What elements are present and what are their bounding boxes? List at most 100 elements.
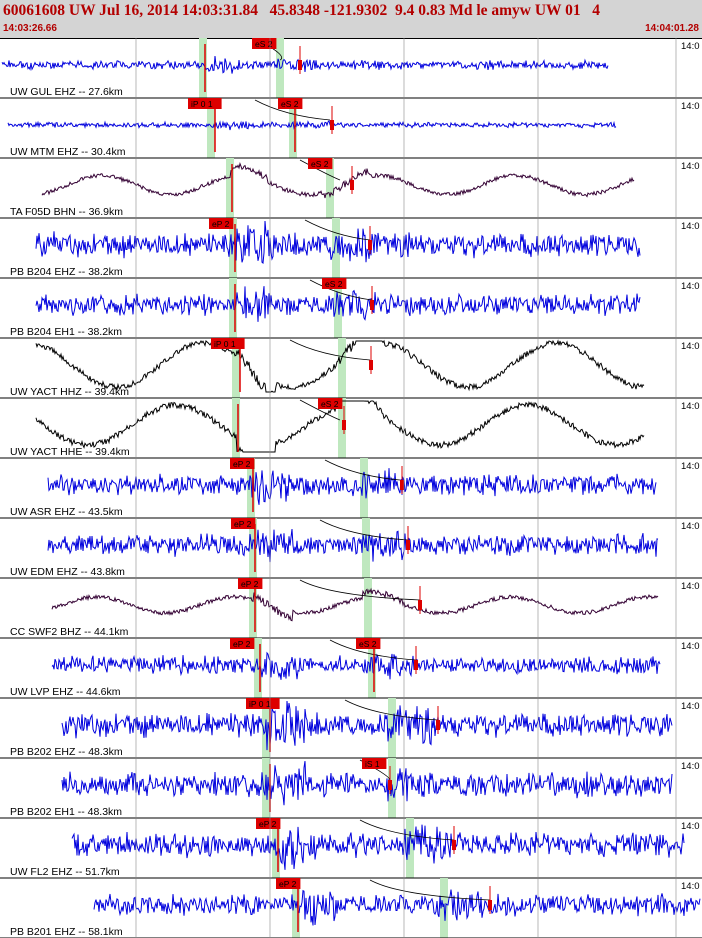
waveform-trace: [47, 468, 657, 505]
trace-panel: iP 0 1 eS 2 UW MTM EHZ -- 30.4km 14:0: [0, 98, 702, 159]
pick-label-box[interactable]: [209, 218, 234, 229]
pick-label[interactable]: eS 2: [359, 639, 377, 649]
event-header: 60061608 UW Jul 16, 2014 14:03:31.84 45.…: [0, 0, 702, 39]
waveform-trace: [35, 339, 645, 393]
pick-label-box[interactable]: [278, 98, 303, 109]
pick-window-band: [226, 158, 234, 218]
pick-window-band: [247, 458, 255, 518]
trace-panel: eP 2 PB B201 EHZ -- 58.1km 14:0: [0, 878, 702, 938]
pick-label[interactable]: eP 2: [212, 219, 230, 229]
pick-label-box[interactable]: [230, 458, 255, 469]
waveform-trace: [47, 528, 659, 563]
pick-label-box[interactable]: [238, 578, 263, 589]
station-label: CC SWF2 BHZ -- 44.1km: [10, 626, 129, 638]
coda-marker-box: [342, 420, 346, 430]
pick-label[interactable]: iP 0 1: [191, 99, 213, 109]
pick-window-band: [362, 518, 370, 578]
predicted-arrival-curve: [299, 159, 341, 181]
pick-label[interactable]: eP 2: [241, 579, 259, 589]
pick-label[interactable]: iP 0 1: [214, 339, 236, 349]
trace-panel: eP 2 UW ASR EHZ -- 43.5km 14:0: [0, 458, 702, 519]
waveform-trace: [93, 889, 701, 926]
waveform-trace: [35, 220, 641, 264]
pick-label[interactable]: eS 2: [321, 399, 339, 409]
time-tick-label: 14:0: [681, 761, 700, 772]
pick-label-box[interactable]: [318, 398, 343, 409]
waveform-trace: [1, 55, 609, 74]
trace-panel: eP 2 UW FL2 EHZ -- 51.7km 14:0: [0, 818, 702, 879]
pick-label[interactable]: eP 2: [234, 519, 252, 529]
pick-window-band: [289, 98, 297, 158]
pick-window-band: [360, 458, 368, 518]
trace-panel: eP 2 UW EDM EHZ -- 43.8km 14:0: [0, 518, 702, 579]
pick-label-box[interactable]: [362, 758, 387, 769]
pick-label-box[interactable]: [231, 518, 256, 529]
trace-panel: eS 2 TA F05D BHN -- 36.9km 14:0: [0, 158, 702, 219]
trace-panel: iS 1 PB B202 EH1 -- 48.3km 14:0: [0, 758, 702, 819]
predicted-arrival-curve: [254, 99, 331, 121]
start-time: 14:03:26.66: [3, 23, 57, 34]
pick-label[interactable]: iS 1: [365, 759, 380, 769]
pick-label[interactable]: eP 2: [279, 879, 297, 889]
coda-marker-box: [370, 300, 374, 310]
coda-marker-box: [368, 240, 372, 250]
trace-panel: eP 2 CC SWF2 BHZ -- 44.1km 14:0: [0, 578, 702, 639]
station-label: UW ASR EHZ -- 43.5km: [10, 506, 123, 518]
trace-panel: eP 2 eS 2 UW LVP EHZ -- 44.6km 14:0: [0, 638, 702, 699]
predicted-arrival-curve: [344, 699, 439, 721]
pick-label[interactable]: eP 2: [259, 819, 277, 829]
predicted-arrival-curve: [324, 459, 401, 481]
pick-window-band: [332, 218, 340, 278]
waveform-trace: [71, 824, 685, 870]
pick-label[interactable]: iP 0 1: [249, 699, 271, 709]
pick-label-box[interactable]: [322, 278, 347, 289]
station-label: UW YACT HHZ -- 39.4km: [10, 386, 129, 398]
pick-window-band: [207, 98, 215, 158]
station-label: UW GUL EHZ -- 27.6km: [10, 86, 123, 98]
time-tick-label: 14:0: [681, 821, 700, 832]
predicted-arrival-curve: [289, 339, 371, 361]
pick-label-box[interactable]: [188, 98, 222, 109]
station-label: UW MTM EHZ -- 30.4km: [10, 146, 126, 158]
pick-label-box[interactable]: [276, 878, 301, 889]
pick-label-box[interactable]: [356, 638, 381, 649]
predicted-arrival-curve: [329, 639, 417, 661]
pick-label[interactable]: eS 2: [311, 159, 329, 169]
trace-panel: iP 0 1 UW YACT HHZ -- 39.4km 14:0: [0, 338, 702, 399]
pick-label[interactable]: eS 2: [255, 39, 273, 49]
coda-marker-box: [436, 720, 440, 730]
pick-label-box[interactable]: [230, 638, 255, 649]
pick-label[interactable]: eP 2: [233, 459, 251, 469]
station-label: PB B204 EHZ -- 38.2km: [10, 266, 123, 278]
pick-label-box[interactable]: [308, 158, 333, 169]
time-tick-label: 14:0: [681, 101, 700, 112]
time-tick-label: 14:0: [681, 281, 700, 292]
pick-label[interactable]: eS 2: [325, 279, 343, 289]
time-tick-label: 14:0: [681, 161, 700, 172]
seismogram-panel: eS 2 UW GUL EHZ -- 27.6km 14:0 iP 0 1 eS 2 UW…: [0, 38, 702, 938]
coda-marker-box: [488, 900, 492, 910]
pick-window-band: [249, 518, 257, 578]
trace-panel: eS 2 PB B204 EH1 -- 38.2km 14:0: [0, 278, 702, 339]
pick-label-box[interactable]: [252, 38, 277, 49]
pick-window-band: [368, 638, 376, 698]
time-tick-label: 14:0: [681, 881, 700, 892]
end-time: 14:04:01.28: [645, 23, 699, 34]
pick-label[interactable]: eS 2: [281, 99, 299, 109]
trace-panel: eS 2 UW GUL EHZ -- 27.6km 14:0: [0, 38, 702, 99]
coda-marker-box: [418, 600, 422, 610]
pick-window-band: [334, 278, 342, 338]
station-label: UW FL2 EHZ -- 51.7km: [10, 866, 120, 878]
coda-marker-box: [452, 840, 456, 850]
predicted-arrival-curve: [369, 879, 491, 901]
pick-label[interactable]: eP 2: [233, 639, 251, 649]
pick-label-box[interactable]: [211, 338, 245, 349]
time-tick-label: 14:0: [681, 581, 700, 592]
pick-label-box[interactable]: [246, 698, 280, 709]
predicted-arrival-curve: [299, 579, 421, 601]
time-tick-label: 14:0: [681, 461, 700, 472]
time-tick-label: 14:0: [681, 221, 700, 232]
time-tick-label: 14:0: [681, 521, 700, 532]
coda-marker-box: [400, 480, 404, 490]
pick-label-box[interactable]: [256, 818, 281, 829]
